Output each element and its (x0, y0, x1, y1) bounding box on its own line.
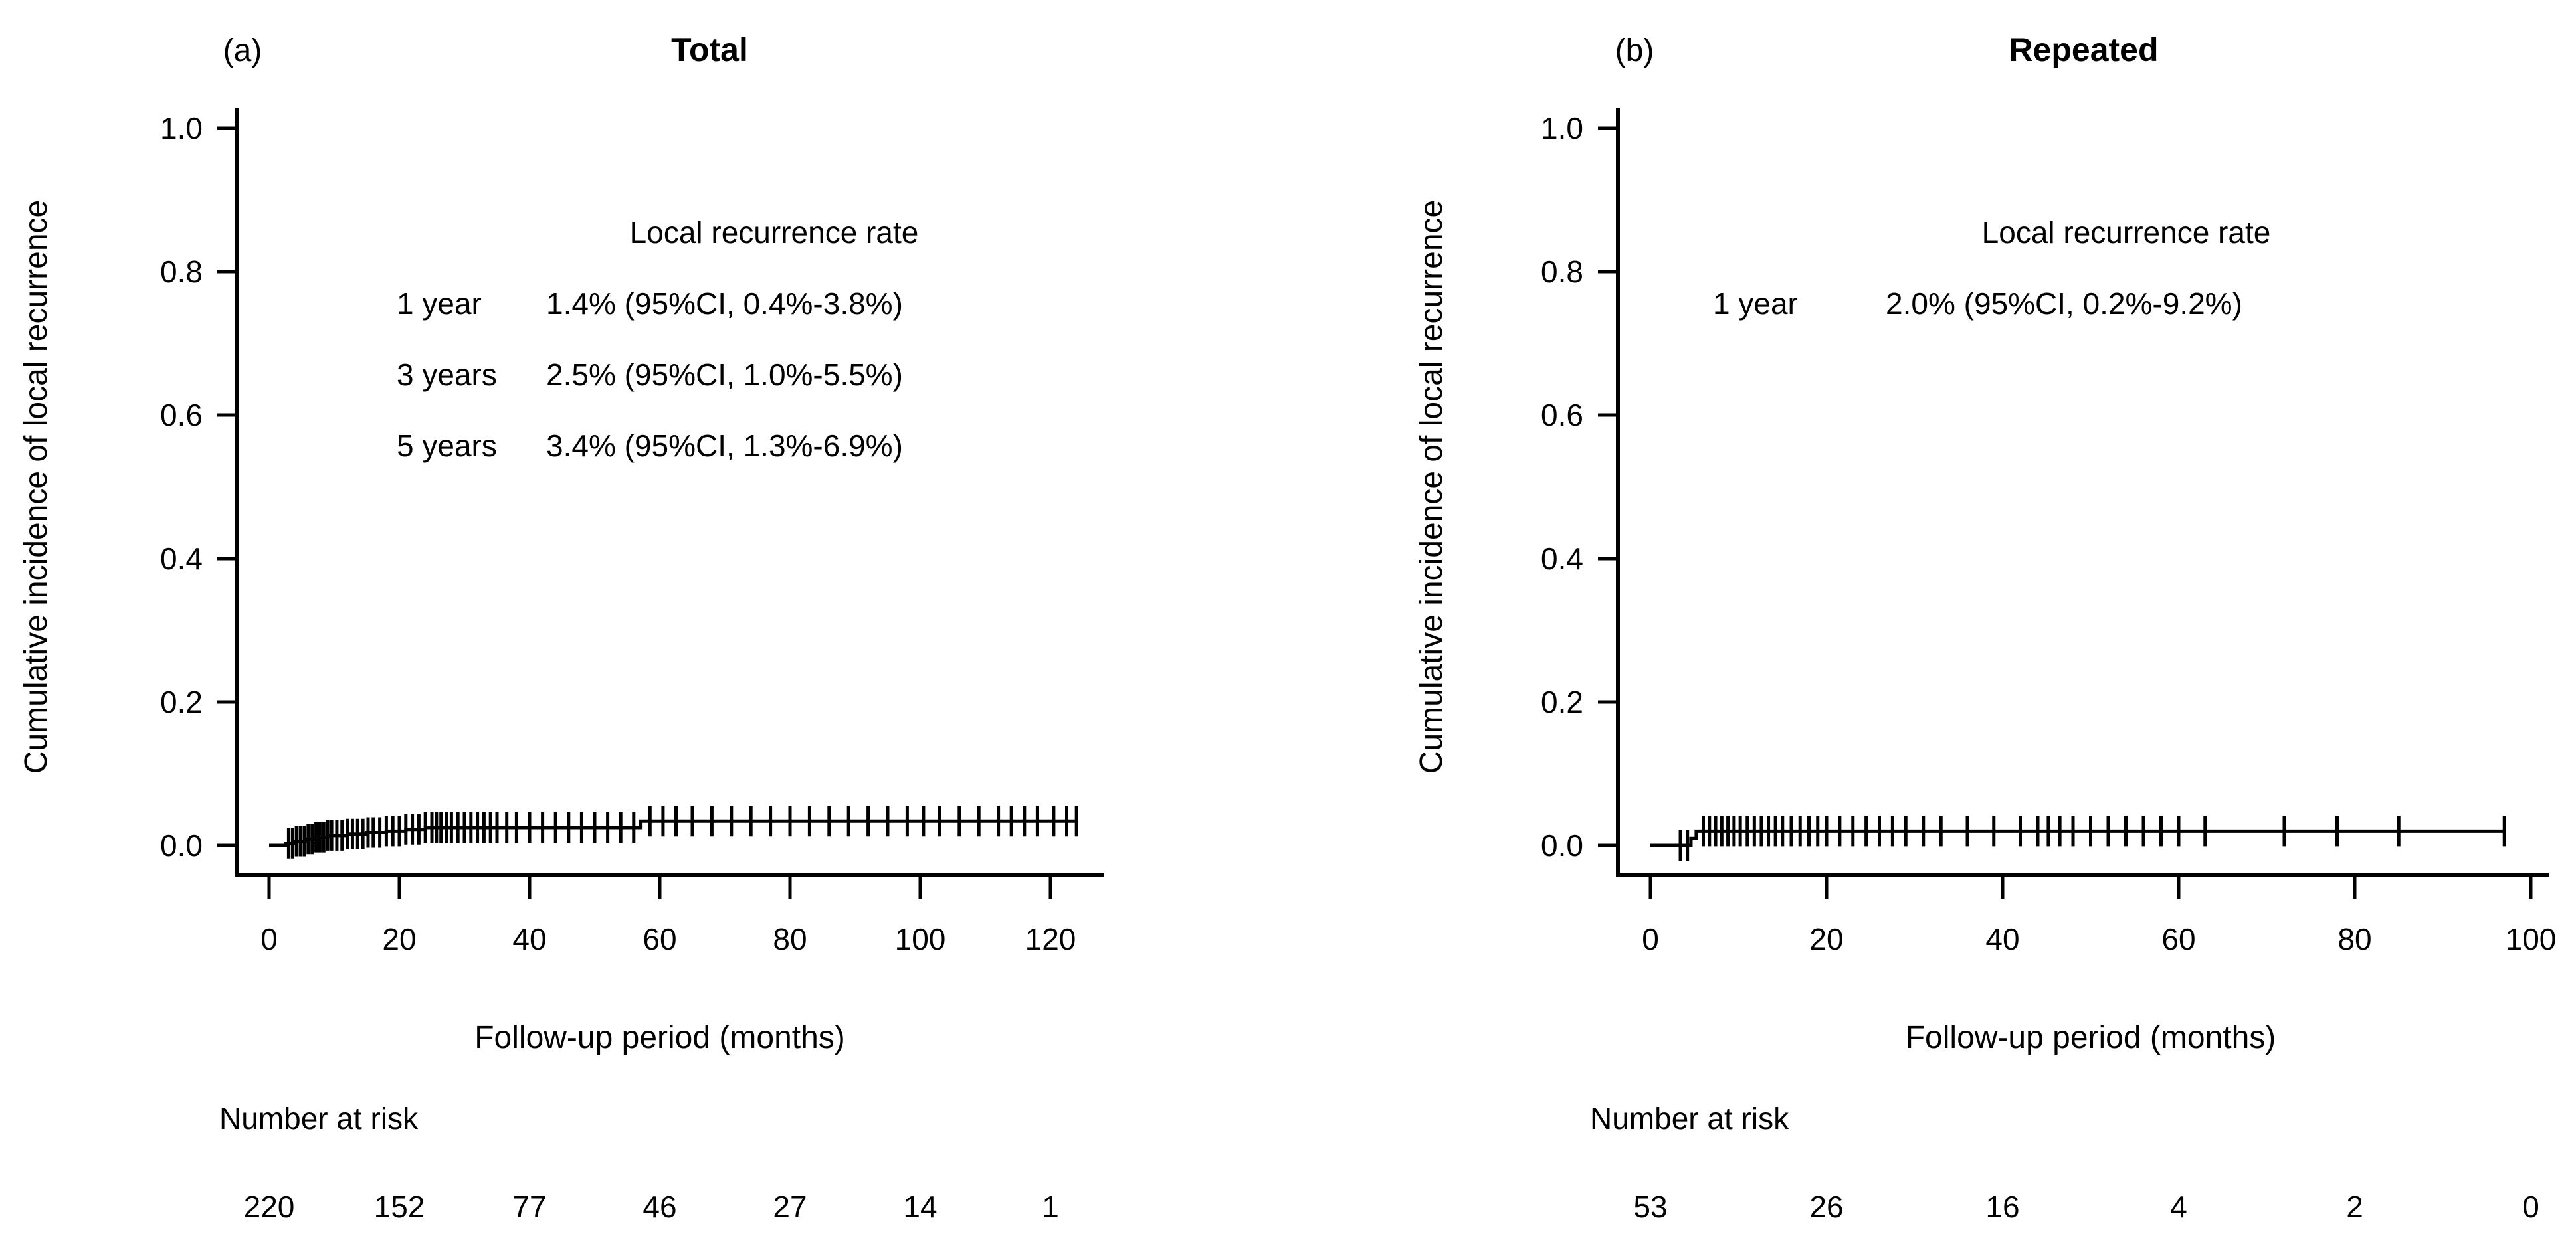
x-tick-label: 20 (1809, 922, 1843, 956)
chart-title: Total (671, 31, 748, 68)
x-tick-label: 60 (2161, 922, 2195, 956)
y-tick-label: 0.2 (1541, 685, 1583, 719)
y-tick-label: 0.4 (1541, 541, 1583, 576)
y-tick-label: 0.0 (160, 828, 203, 863)
annotation-row-time: 3 years (397, 357, 497, 392)
y-axis-title: Cumulative incidence of local recurrence (19, 200, 54, 774)
number-at-risk-value: 53 (1633, 1190, 1667, 1224)
x-axis-title: Follow-up period (months) (1906, 1020, 2276, 1055)
annotation-row-rate: 1.4% (95%CI, 0.4%-3.8%) (546, 286, 903, 321)
annotation-row-time: 5 years (397, 428, 497, 463)
number-at-risk-value: 152 (374, 1190, 425, 1224)
annotation-row-rate: 3.4% (95%CI, 1.3%-6.9%) (546, 428, 903, 463)
y-tick-label: 1.0 (1541, 111, 1583, 145)
x-tick-label: 120 (1025, 922, 1076, 956)
x-tick-label: 100 (2506, 922, 2557, 956)
annotation-row-time: 1 year (1713, 286, 1798, 321)
x-tick-label: 80 (773, 922, 807, 956)
number-at-risk-value: 4 (2170, 1190, 2187, 1224)
number-at-risk-value: 16 (1985, 1190, 2019, 1224)
panel-label: (b) (1615, 33, 1654, 68)
x-tick-label: 20 (382, 922, 416, 956)
annotation-header: Local recurrence rate (630, 215, 919, 250)
annotation-row-rate: 2.5% (95%CI, 1.0%-5.5%) (546, 357, 903, 392)
y-tick-label: 0.4 (160, 541, 203, 576)
annotation-header: Local recurrence rate (1982, 215, 2271, 250)
chart-title: Repeated (2009, 31, 2158, 68)
survival-step-curve (1650, 829, 2505, 847)
x-tick-label: 40 (512, 922, 546, 956)
x-axis-title: Follow-up period (months) (474, 1020, 845, 1055)
y-tick-label: 0.6 (1541, 398, 1583, 432)
number-at-risk-value: 77 (512, 1190, 546, 1224)
number-at-risk-value: 220 (244, 1190, 295, 1224)
x-tick-label: 0 (260, 922, 278, 956)
x-tick-label: 100 (895, 922, 946, 956)
annotation-row-rate: 2.0% (95%CI, 0.2%-9.2%) (1886, 286, 2242, 321)
y-tick-label: 1.0 (160, 111, 203, 145)
panel-label: (a) (223, 33, 262, 68)
number-at-risk-value: 46 (643, 1190, 676, 1224)
y-axis-title: Cumulative incidence of local recurrence (1414, 200, 1449, 774)
y-tick-label: 0.8 (160, 254, 203, 289)
survival-step-curve (269, 819, 1077, 847)
number-at-risk-value: 0 (2522, 1190, 2539, 1224)
x-tick-label: 60 (643, 922, 676, 956)
y-tick-label: 0.6 (160, 398, 203, 432)
number-at-risk-label: Number at risk (1590, 1101, 1789, 1136)
number-at-risk-value: 27 (773, 1190, 807, 1224)
x-tick-label: 0 (1642, 922, 1659, 956)
y-tick-label: 0.0 (1541, 828, 1583, 863)
x-tick-label: 40 (1985, 922, 2019, 956)
number-at-risk-label: Number at risk (219, 1101, 419, 1136)
number-at-risk-value: 14 (903, 1190, 937, 1224)
number-at-risk-value: 2 (2346, 1190, 2363, 1224)
annotation-row-time: 1 year (397, 286, 482, 321)
number-at-risk-value: 26 (1809, 1190, 1843, 1224)
x-tick-label: 80 (2337, 922, 2371, 956)
y-tick-label: 0.2 (160, 685, 203, 719)
y-tick-label: 0.8 (1541, 254, 1583, 289)
number-at-risk-value: 1 (1042, 1190, 1059, 1224)
